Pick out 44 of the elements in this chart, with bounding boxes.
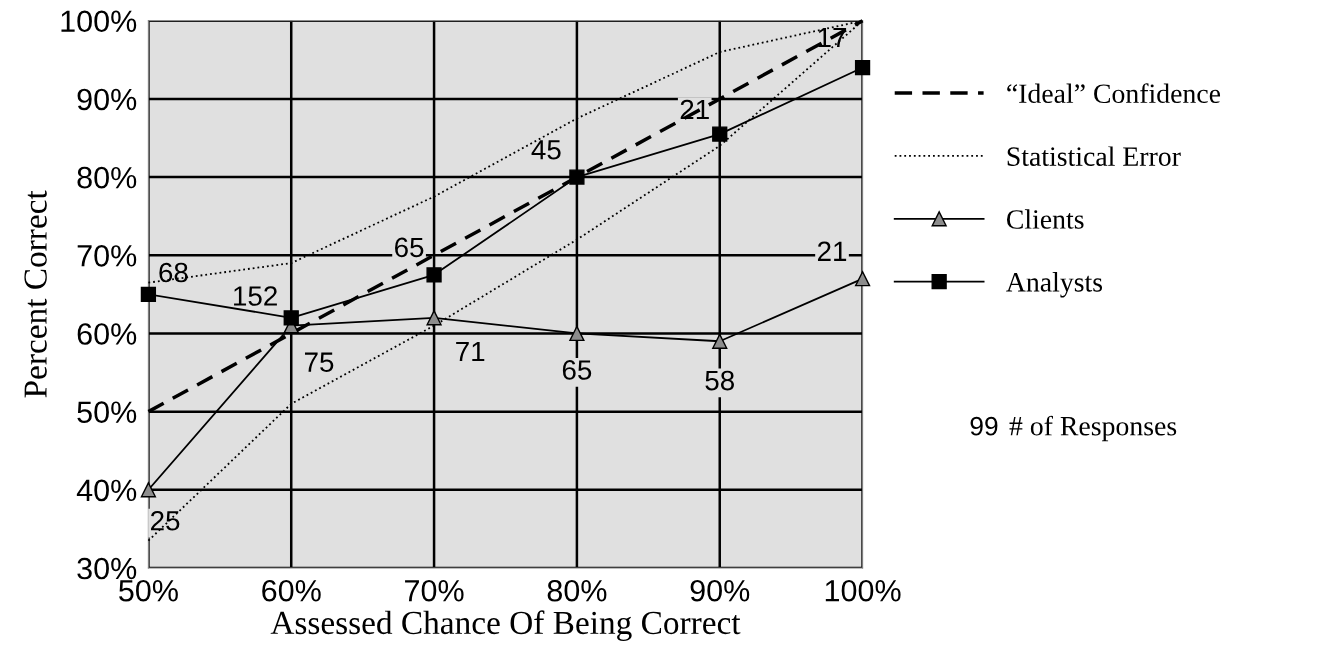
point <box>140 482 157 498</box>
x-axis-title: Assessed Chance Of Being Correct <box>270 610 741 642</box>
point <box>712 126 728 142</box>
point <box>426 310 442 326</box>
annotation: 45 <box>531 140 561 160</box>
text: # of Responses <box>1009 415 1177 442</box>
point <box>569 169 585 185</box>
legend-label: Statistical Error <box>1007 146 1181 166</box>
annotation: 65 <box>562 360 592 380</box>
point <box>854 271 871 287</box>
annotation: 71 <box>456 342 485 362</box>
y-tick-label: 100% <box>61 10 137 33</box>
y-tick-label: 30% <box>77 557 137 580</box>
y-tick-label: 40% <box>76 479 137 502</box>
x-tick-label: 80% <box>547 579 607 602</box>
annotation: 152 <box>234 286 277 306</box>
point <box>712 333 728 349</box>
x-tick-label: 60% <box>262 579 321 602</box>
y-tick-label: 60% <box>77 323 137 345</box>
annotation: 21 <box>680 99 709 120</box>
x-tick-label: 70% <box>405 579 464 602</box>
point <box>854 60 871 76</box>
annotation: 75 <box>304 352 334 372</box>
y-tick-label: 50% <box>77 401 137 423</box>
legend-label: “Ideal” Confidence <box>1007 83 1221 104</box>
annotation: 58 <box>705 370 734 391</box>
x-tick-label: 100% <box>825 579 901 602</box>
y-axis-title: Percent Correct <box>24 190 47 398</box>
annotation: 68 <box>159 262 188 283</box>
x-tick-label: 90% <box>690 579 750 602</box>
annotation: 65 <box>395 237 424 258</box>
y-tick-label: 90% <box>77 88 137 111</box>
point <box>569 325 585 342</box>
point <box>283 310 299 326</box>
legend-label: Clients <box>1006 209 1084 229</box>
y-tick-label: 70% <box>77 245 137 267</box>
point <box>426 267 442 283</box>
legend-label: Analysts <box>1006 272 1103 298</box>
text: 99 <box>970 416 998 436</box>
y-tick-label: 80% <box>77 166 137 189</box>
annotation: 21 <box>817 241 847 261</box>
point <box>140 286 157 302</box>
annotation: 25 <box>151 510 180 531</box>
x-tick-label: 50% <box>119 579 178 602</box>
